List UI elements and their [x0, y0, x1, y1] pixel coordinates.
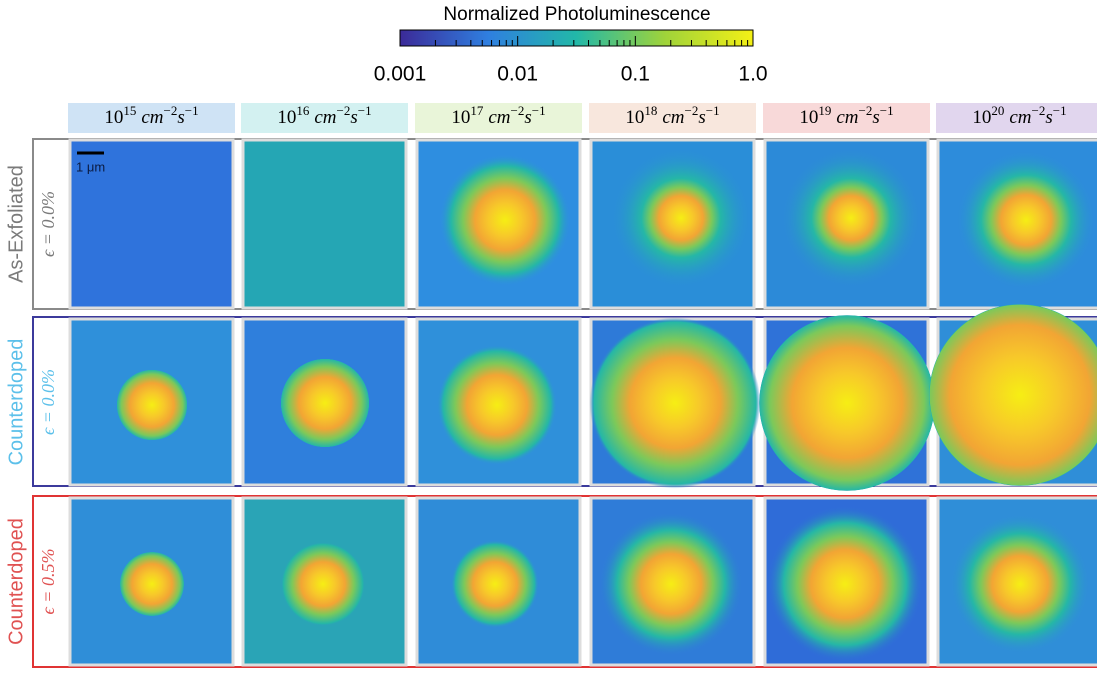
pl-spot: [116, 369, 188, 441]
header-part: −2: [685, 103, 699, 118]
column-header-bg: [68, 103, 235, 133]
header-part: 10: [625, 107, 644, 128]
column-header: 1019 cm−2s−1: [799, 103, 893, 128]
header-part: 10: [277, 107, 296, 128]
pl-spot: [956, 150, 1096, 290]
pl-spot: [281, 542, 365, 626]
row-frame: [32, 495, 1097, 668]
header-part: 20: [991, 103, 1004, 118]
header-part: −2: [1032, 103, 1046, 118]
header-part: cm: [141, 107, 163, 128]
header-part: −1: [1053, 103, 1067, 118]
row-strain: ϵ = 0.0%: [38, 369, 58, 435]
header-part: 18: [644, 103, 657, 118]
pl-spot: [759, 315, 935, 491]
header-part: 15: [123, 103, 136, 118]
pl-image: [241, 138, 408, 310]
column-header: 1015 cm−2s−1: [104, 103, 198, 128]
pl-spot: [120, 552, 184, 616]
pl-spot: [599, 512, 743, 656]
header-part: 10: [972, 107, 991, 128]
row-label: As-Exfoliated: [5, 165, 27, 283]
column-header: 1018 cm−2s−1: [625, 103, 719, 128]
header-part: 10: [104, 107, 123, 128]
header-part: 10: [451, 107, 470, 128]
column-header: 1020 cm−2s−1: [972, 103, 1066, 128]
pl-spot: [451, 540, 539, 628]
header-part: 17: [470, 103, 484, 118]
colorbar: [399, 29, 754, 47]
header-part: 19: [818, 103, 831, 118]
header-part: −2: [511, 103, 525, 118]
header-part: s: [177, 107, 184, 128]
column-header-bg: [763, 103, 930, 133]
header-part: cm: [488, 107, 510, 128]
row-label: Counterdoped: [5, 518, 27, 645]
header-part: −2: [337, 103, 351, 118]
header-part: −2: [164, 103, 178, 118]
colorbar-title: Normalized Photoluminescence: [443, 4, 710, 25]
header-part: s: [698, 107, 705, 128]
pl-spot: [929, 304, 1097, 486]
column-header-bg: [241, 103, 408, 133]
row-strain: ϵ = 0.0%: [38, 191, 58, 257]
row-label: Counterdoped: [5, 339, 27, 466]
header-part: −1: [880, 103, 894, 118]
header-part: 10: [799, 107, 818, 128]
header-part: cm: [314, 107, 336, 128]
header-part: −1: [358, 103, 372, 118]
pl-spot: [780, 147, 922, 289]
header-part: s: [1045, 107, 1052, 128]
header-part: s: [350, 107, 357, 128]
pl-spot: [610, 147, 752, 289]
header-part: s: [872, 107, 879, 128]
header-part: −1: [706, 103, 720, 118]
column-header-bg: [415, 103, 582, 133]
column-header-bg: [936, 103, 1097, 133]
pl-spot: [950, 514, 1090, 654]
colorbar-tick-label: 0.01: [497, 63, 538, 86]
pl-spot: [589, 317, 761, 489]
header-part: −1: [185, 103, 199, 118]
scale-bar-label: 1 μm: [76, 159, 105, 174]
colorbar-tick-label: 0.1: [621, 63, 650, 86]
pl-image: [68, 138, 235, 310]
header-part: s: [524, 107, 531, 128]
header-part: cm: [1009, 107, 1031, 128]
pl-spot: [439, 154, 571, 286]
colorbar-tick-label: 0.001: [374, 63, 427, 86]
pl-spot: [766, 505, 924, 663]
pl-spot: [280, 358, 370, 448]
column-header-bg: [589, 103, 756, 133]
header-part: 16: [296, 103, 310, 118]
row-strain: ϵ = 0.5%: [38, 549, 58, 615]
header-part: cm: [836, 107, 858, 128]
column-header: 1016 cm−2s−1: [277, 103, 371, 128]
colorbar-tick-label: 1.0: [738, 63, 767, 86]
header-part: −2: [859, 103, 873, 118]
column-header: 1017 cm−2s−1: [451, 103, 545, 128]
header-part: cm: [662, 107, 684, 128]
header-part: −1: [532, 103, 546, 118]
pl-image: [415, 496, 582, 667]
pl-spot: [437, 345, 557, 465]
